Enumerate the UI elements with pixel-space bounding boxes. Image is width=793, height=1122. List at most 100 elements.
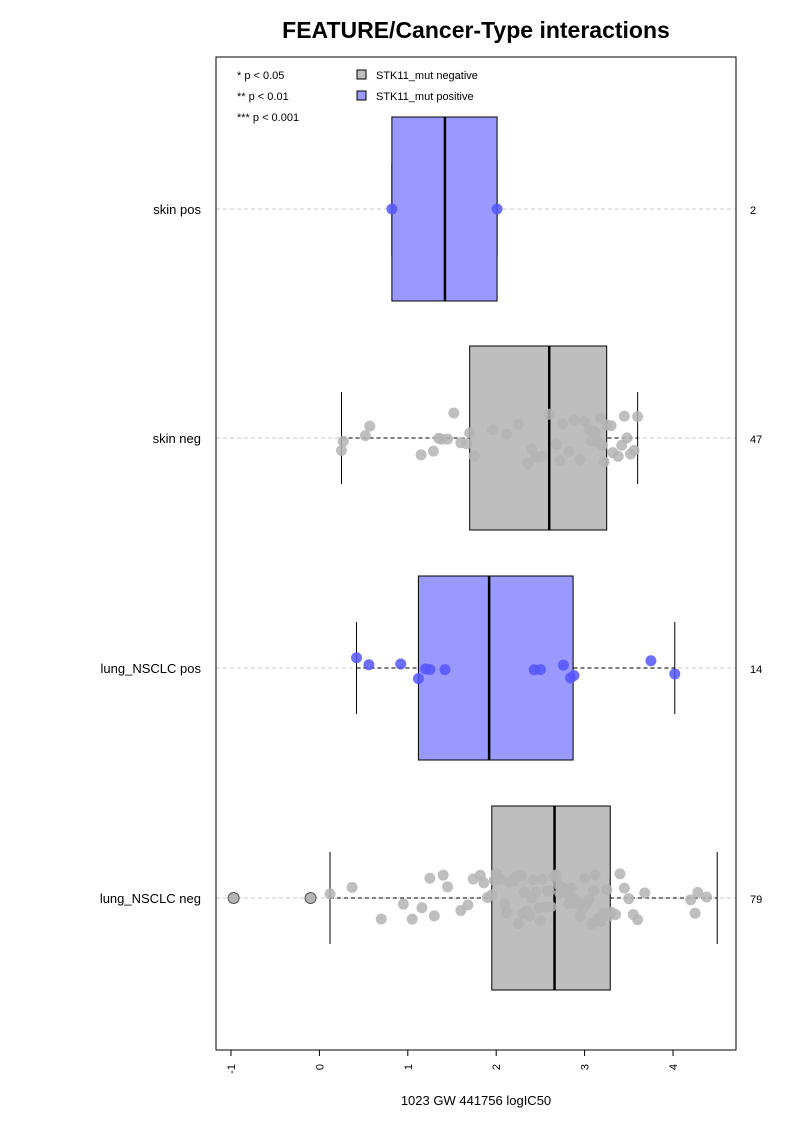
data-point	[587, 885, 599, 897]
data-point	[437, 869, 449, 881]
data-point	[424, 664, 436, 676]
chart-title: FEATURE/Cancer-Type interactions	[282, 17, 670, 43]
data-point	[543, 885, 555, 897]
data-point	[536, 450, 548, 462]
data-point	[478, 877, 490, 889]
plot-area: skin pos 2 skin neg 47 lung_NSCLC pos 14 lung_…	[100, 116, 762, 991]
data-point	[346, 881, 358, 893]
data-point	[515, 870, 527, 882]
data-point	[692, 887, 704, 899]
data-point	[448, 407, 460, 419]
data-point	[557, 659, 569, 671]
data-point	[495, 873, 507, 885]
data-point	[550, 439, 562, 451]
data-point	[364, 420, 376, 432]
data-point	[395, 658, 407, 670]
data-point	[632, 914, 644, 926]
data-point	[618, 410, 630, 422]
data-point	[628, 444, 640, 456]
data-point	[583, 894, 595, 906]
legend-swatch	[356, 69, 367, 80]
legend-swatch	[356, 90, 367, 101]
data-point	[351, 652, 363, 664]
data-point	[579, 872, 591, 884]
data-point	[499, 898, 511, 910]
group-count: 2	[750, 205, 756, 217]
data-point	[526, 443, 538, 455]
data-point	[406, 913, 418, 925]
data-point	[427, 445, 439, 457]
data-point	[462, 899, 474, 911]
legend: * p < 0.05 ** p < 0.01 *** p < 0.001 STK11_…	[237, 69, 478, 124]
data-point	[565, 882, 577, 894]
legend-label: STK11_mut positive	[376, 91, 474, 103]
significance-note: *** p < 0.001	[237, 112, 299, 124]
data-point	[442, 433, 454, 445]
data-point	[605, 420, 617, 432]
data-point	[536, 873, 548, 885]
data-point	[428, 910, 440, 922]
data-point	[701, 891, 713, 903]
data-point	[612, 450, 624, 462]
data-point	[486, 889, 498, 901]
group-count: 79	[750, 894, 762, 906]
data-point	[534, 914, 546, 926]
y-tick-label: skin pos	[153, 202, 201, 217]
data-point	[386, 203, 398, 215]
data-point	[363, 659, 375, 671]
legend-label: STK11_mut negative	[376, 70, 478, 82]
data-point	[324, 888, 336, 900]
data-point	[439, 664, 451, 676]
data-point	[579, 415, 591, 427]
data-point	[461, 438, 473, 450]
x-tick-label: 1	[403, 1064, 415, 1070]
data-point	[501, 907, 513, 919]
data-point	[639, 887, 651, 899]
y-tick-label: lung_NSCLC neg	[100, 891, 201, 906]
x-tick-label: 0	[314, 1064, 326, 1070]
data-point	[416, 902, 428, 914]
data-point	[689, 907, 701, 919]
data-point	[424, 872, 436, 884]
data-point	[601, 884, 613, 896]
y-tick-label: lung_NSCLC pos	[101, 661, 202, 676]
data-point	[412, 673, 424, 685]
data-point	[669, 668, 681, 680]
group-count: 47	[750, 434, 762, 446]
data-point	[534, 664, 546, 676]
data-point	[397, 898, 409, 910]
data-point	[530, 886, 542, 898]
data-point	[550, 869, 562, 881]
box-skin-neg	[469, 345, 608, 531]
data-point	[336, 444, 347, 456]
data-point	[554, 455, 566, 467]
significance-note: * p < 0.05	[237, 70, 284, 82]
data-point	[574, 453, 586, 465]
y-tick-label: skin neg	[153, 431, 201, 446]
data-point	[512, 418, 524, 430]
data-point	[501, 428, 513, 440]
significance-note: ** p < 0.01	[237, 91, 289, 103]
data-point	[614, 868, 626, 880]
data-point	[618, 882, 630, 894]
data-point	[621, 432, 633, 444]
data-point	[415, 449, 427, 461]
data-point	[468, 450, 480, 462]
data-point	[568, 669, 580, 681]
data-point	[375, 913, 387, 925]
data-point	[543, 408, 555, 420]
data-point	[487, 424, 499, 436]
outlier-point	[227, 892, 240, 904]
data-point	[557, 418, 568, 430]
data-point	[563, 446, 575, 458]
data-point	[596, 439, 608, 451]
x-tick-label: 2	[491, 1064, 503, 1070]
x-tick-label: -1	[226, 1064, 238, 1074]
x-tick-label: 3	[580, 1064, 592, 1070]
data-point	[568, 414, 580, 426]
x-axis-label: 1023 GW 441756 logIC50	[401, 1093, 551, 1108]
data-point	[623, 893, 635, 905]
data-point	[589, 869, 601, 881]
data-point	[512, 918, 524, 930]
